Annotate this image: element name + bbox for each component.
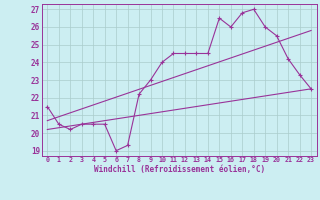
X-axis label: Windchill (Refroidissement éolien,°C): Windchill (Refroidissement éolien,°C) (94, 165, 265, 174)
